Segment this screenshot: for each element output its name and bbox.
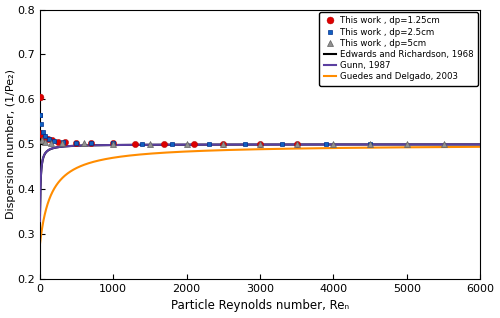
Y-axis label: Dispersion number, (1/Pe₂): Dispersion number, (1/Pe₂) xyxy=(6,69,16,219)
Edwards and Richardson, 1968 xyxy=(41,154,47,157)
Gunn, 1987 xyxy=(37,220,43,224)
Guedes and Delgado, 2003 xyxy=(37,240,43,244)
Gunn, 1987 xyxy=(36,216,43,220)
Line: Guedes and Delgado, 2003: Guedes and Delgado, 2003 xyxy=(40,147,480,246)
Legend: This work , dp=1.25cm, This work , dp=2.5cm, This work , dp=5cm, Edwards and Ric: This work , dp=1.25cm, This work , dp=2.… xyxy=(320,12,478,86)
Guedes and Delgado, 2003 xyxy=(40,223,46,226)
Gunn, 1987 xyxy=(478,142,484,146)
Guedes and Delgado, 2003 xyxy=(478,145,484,149)
Gunn, 1987 xyxy=(37,211,43,215)
Edwards and Richardson, 1968 xyxy=(196,143,202,147)
Edwards and Richardson, 1968 xyxy=(36,226,43,230)
Guedes and Delgado, 2003 xyxy=(41,216,47,220)
Guedes and Delgado, 2003 xyxy=(413,145,419,149)
Edwards and Richardson, 1968 xyxy=(414,142,420,146)
Guedes and Delgado, 2003 xyxy=(196,149,202,153)
Guedes and Delgado, 2003 xyxy=(36,244,43,248)
Line: Edwards and Richardson, 1968: Edwards and Richardson, 1968 xyxy=(40,144,480,228)
X-axis label: Particle Reynolds number, Reₙ: Particle Reynolds number, Reₙ xyxy=(171,300,349,313)
Edwards and Richardson, 1968 xyxy=(40,158,46,162)
Gunn, 1987 xyxy=(196,143,202,147)
Line: Gunn, 1987: Gunn, 1987 xyxy=(40,144,480,222)
Edwards and Richardson, 1968 xyxy=(37,199,43,203)
Gunn, 1987 xyxy=(40,157,46,161)
Edwards and Richardson, 1968 xyxy=(36,225,43,229)
Gunn, 1987 xyxy=(414,142,420,146)
Gunn, 1987 xyxy=(41,153,47,157)
Gunn, 1987 xyxy=(37,197,43,201)
Guedes and Delgado, 2003 xyxy=(37,242,43,246)
Edwards and Richardson, 1968 xyxy=(37,214,43,218)
Edwards and Richardson, 1968 xyxy=(478,142,484,146)
